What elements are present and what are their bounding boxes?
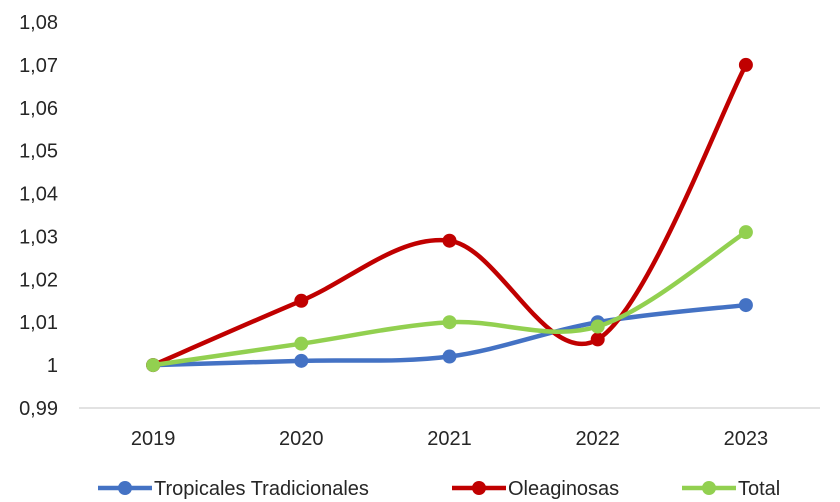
x-axis: 2019 2020 2021 2022 2023 <box>131 428 768 450</box>
y-tick-label: 1,07 <box>19 55 58 77</box>
legend-item: Oleaginosas <box>452 478 619 500</box>
y-tick-label: 1 <box>47 355 58 377</box>
y-tick-label: 1,05 <box>19 141 58 163</box>
series-total <box>146 225 753 373</box>
data-point <box>738 225 753 240</box>
y-tick-label: 1,03 <box>19 226 58 248</box>
x-tick-label: 2022 <box>575 428 620 450</box>
legend-marker <box>702 481 716 495</box>
x-tick-label: 2021 <box>427 428 472 450</box>
x-tick-label: 2023 <box>724 428 769 450</box>
data-point <box>442 233 457 248</box>
legend: Tropicales Tradicionales Oleaginosas Total <box>98 478 780 500</box>
y-tick-label: 1,08 <box>19 12 58 34</box>
y-axis: 0,99 1 1,01 1,02 1,03 1,04 1,05 1,06 1,07 1,08 <box>19 12 58 420</box>
legend-marker <box>118 481 132 495</box>
series-line <box>150 62 749 368</box>
data-point <box>294 336 309 351</box>
data-point <box>442 315 457 330</box>
legend-label: Oleaginosas <box>508 478 619 500</box>
x-tick-label: 2020 <box>279 428 324 450</box>
legend-label: Tropicales Tradicionales <box>154 478 369 500</box>
legend-item: Tropicales Tradicionales <box>98 478 369 500</box>
y-tick-label: 0,99 <box>19 398 58 420</box>
data-point <box>738 57 753 72</box>
data-point <box>590 319 605 334</box>
y-tick-label: 1,02 <box>19 269 58 291</box>
series-oleaginosas <box>146 57 753 373</box>
legend-item: Total <box>682 478 780 500</box>
data-point <box>294 293 309 308</box>
legend-marker <box>472 481 486 495</box>
data-point <box>442 349 457 364</box>
data-point <box>738 298 753 313</box>
y-tick-label: 1,04 <box>19 184 58 206</box>
y-tick-label: 1,01 <box>19 312 58 334</box>
y-tick-label: 1,06 <box>19 98 58 120</box>
data-point <box>294 353 309 368</box>
series-tropicales-tradicionales <box>146 298 753 373</box>
data-point <box>146 358 161 373</box>
series-layer <box>146 57 753 373</box>
legend-label: Total <box>738 478 780 500</box>
x-tick-label: 2019 <box>131 428 176 450</box>
series-line <box>150 229 749 368</box>
data-point <box>590 332 605 347</box>
